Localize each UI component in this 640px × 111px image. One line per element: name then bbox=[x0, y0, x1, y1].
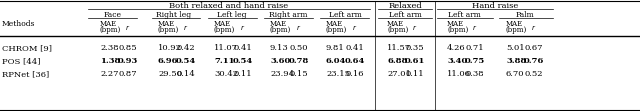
Text: 7.11: 7.11 bbox=[214, 57, 234, 65]
Text: 0.64: 0.64 bbox=[345, 57, 365, 65]
Text: $r$: $r$ bbox=[472, 23, 477, 32]
Text: 29.50: 29.50 bbox=[158, 70, 182, 78]
Text: 6.96: 6.96 bbox=[158, 57, 179, 65]
Text: $r$: $r$ bbox=[531, 23, 536, 32]
Text: Palm: Palm bbox=[516, 11, 534, 19]
Text: 0.35: 0.35 bbox=[406, 44, 424, 52]
Text: 30.42: 30.42 bbox=[214, 70, 238, 78]
Text: 0.50: 0.50 bbox=[290, 44, 308, 52]
Text: (bpm): (bpm) bbox=[447, 26, 468, 34]
Text: Left arm: Left arm bbox=[447, 11, 481, 19]
Text: 0.85: 0.85 bbox=[118, 44, 138, 52]
Text: 0.75: 0.75 bbox=[465, 57, 485, 65]
Text: Hand raise: Hand raise bbox=[472, 2, 518, 10]
Text: 0.14: 0.14 bbox=[177, 70, 195, 78]
Text: Left arm: Left arm bbox=[388, 11, 421, 19]
Text: 0.67: 0.67 bbox=[525, 44, 543, 52]
Text: 0.54: 0.54 bbox=[233, 57, 253, 65]
Text: (bpm): (bpm) bbox=[158, 26, 179, 34]
Text: CHROM [9]: CHROM [9] bbox=[2, 44, 52, 52]
Text: 0.42: 0.42 bbox=[177, 44, 195, 52]
Text: Right arm: Right arm bbox=[269, 11, 307, 19]
Text: 0.15: 0.15 bbox=[290, 70, 308, 78]
Text: Relaxed: Relaxed bbox=[388, 2, 422, 10]
Text: 2.38: 2.38 bbox=[100, 44, 118, 52]
Text: Methods: Methods bbox=[2, 20, 35, 28]
Text: MAE: MAE bbox=[100, 20, 117, 28]
Text: Right leg: Right leg bbox=[156, 11, 191, 19]
Text: 3.88: 3.88 bbox=[506, 57, 526, 65]
Text: 0.41: 0.41 bbox=[346, 44, 364, 52]
Text: 9.81: 9.81 bbox=[326, 44, 345, 52]
Text: $r$: $r$ bbox=[353, 23, 358, 32]
Text: 23.94: 23.94 bbox=[270, 70, 294, 78]
Text: 0.41: 0.41 bbox=[234, 44, 252, 52]
Text: 6.88: 6.88 bbox=[387, 57, 408, 65]
Text: MAE: MAE bbox=[447, 20, 464, 28]
Text: 0.61: 0.61 bbox=[405, 57, 425, 65]
Text: MAE: MAE bbox=[214, 20, 231, 28]
Text: $r$: $r$ bbox=[125, 23, 131, 32]
Text: Left leg: Left leg bbox=[217, 11, 247, 19]
Text: MAE: MAE bbox=[270, 20, 287, 28]
Text: 11.07: 11.07 bbox=[214, 44, 238, 52]
Text: 11.57: 11.57 bbox=[387, 44, 411, 52]
Text: 0.11: 0.11 bbox=[406, 70, 424, 78]
Text: MAE: MAE bbox=[506, 20, 523, 28]
Text: MAE: MAE bbox=[158, 20, 175, 28]
Text: Face: Face bbox=[104, 11, 122, 19]
Text: (bpm): (bpm) bbox=[100, 26, 121, 34]
Text: 0.93: 0.93 bbox=[118, 57, 138, 65]
Text: POS [44]: POS [44] bbox=[2, 57, 40, 65]
Text: 27.01: 27.01 bbox=[387, 70, 411, 78]
Text: 5.01: 5.01 bbox=[506, 44, 525, 52]
Text: $r$: $r$ bbox=[296, 23, 301, 32]
Text: 2.27: 2.27 bbox=[100, 70, 118, 78]
Text: (bpm): (bpm) bbox=[387, 26, 408, 34]
Text: 3.40: 3.40 bbox=[447, 57, 467, 65]
Text: 9.13: 9.13 bbox=[270, 44, 289, 52]
Text: Both relaxed and hand raise: Both relaxed and hand raise bbox=[170, 2, 289, 10]
Text: (bpm): (bpm) bbox=[270, 26, 291, 34]
Text: 0.11: 0.11 bbox=[234, 70, 252, 78]
Text: 3.60: 3.60 bbox=[270, 57, 291, 65]
Text: (bpm): (bpm) bbox=[214, 26, 236, 34]
Text: 0.52: 0.52 bbox=[525, 70, 543, 78]
Text: 0.71: 0.71 bbox=[466, 44, 484, 52]
Text: $r$: $r$ bbox=[184, 23, 189, 32]
Text: Left arm: Left arm bbox=[328, 11, 362, 19]
Text: 4.26: 4.26 bbox=[447, 44, 466, 52]
Text: 0.38: 0.38 bbox=[466, 70, 484, 78]
Text: 0.87: 0.87 bbox=[118, 70, 138, 78]
Text: (bpm): (bpm) bbox=[506, 26, 527, 34]
Text: 0.54: 0.54 bbox=[176, 57, 196, 65]
Text: 11.06: 11.06 bbox=[447, 70, 471, 78]
Text: MAE: MAE bbox=[387, 20, 404, 28]
Text: 1.38: 1.38 bbox=[100, 57, 120, 65]
Text: 0.78: 0.78 bbox=[289, 57, 309, 65]
Text: MAE: MAE bbox=[326, 20, 343, 28]
Text: 6.70: 6.70 bbox=[506, 70, 525, 78]
Text: 10.92: 10.92 bbox=[158, 44, 182, 52]
Text: 0.16: 0.16 bbox=[346, 70, 364, 78]
Text: 6.04: 6.04 bbox=[326, 57, 346, 65]
Text: 0.76: 0.76 bbox=[524, 57, 544, 65]
Text: 23.15: 23.15 bbox=[326, 70, 350, 78]
Text: RPNet [36]: RPNet [36] bbox=[2, 70, 49, 78]
Text: (bpm): (bpm) bbox=[326, 26, 348, 34]
Text: $r$: $r$ bbox=[241, 23, 246, 32]
Text: $r$: $r$ bbox=[412, 23, 418, 32]
